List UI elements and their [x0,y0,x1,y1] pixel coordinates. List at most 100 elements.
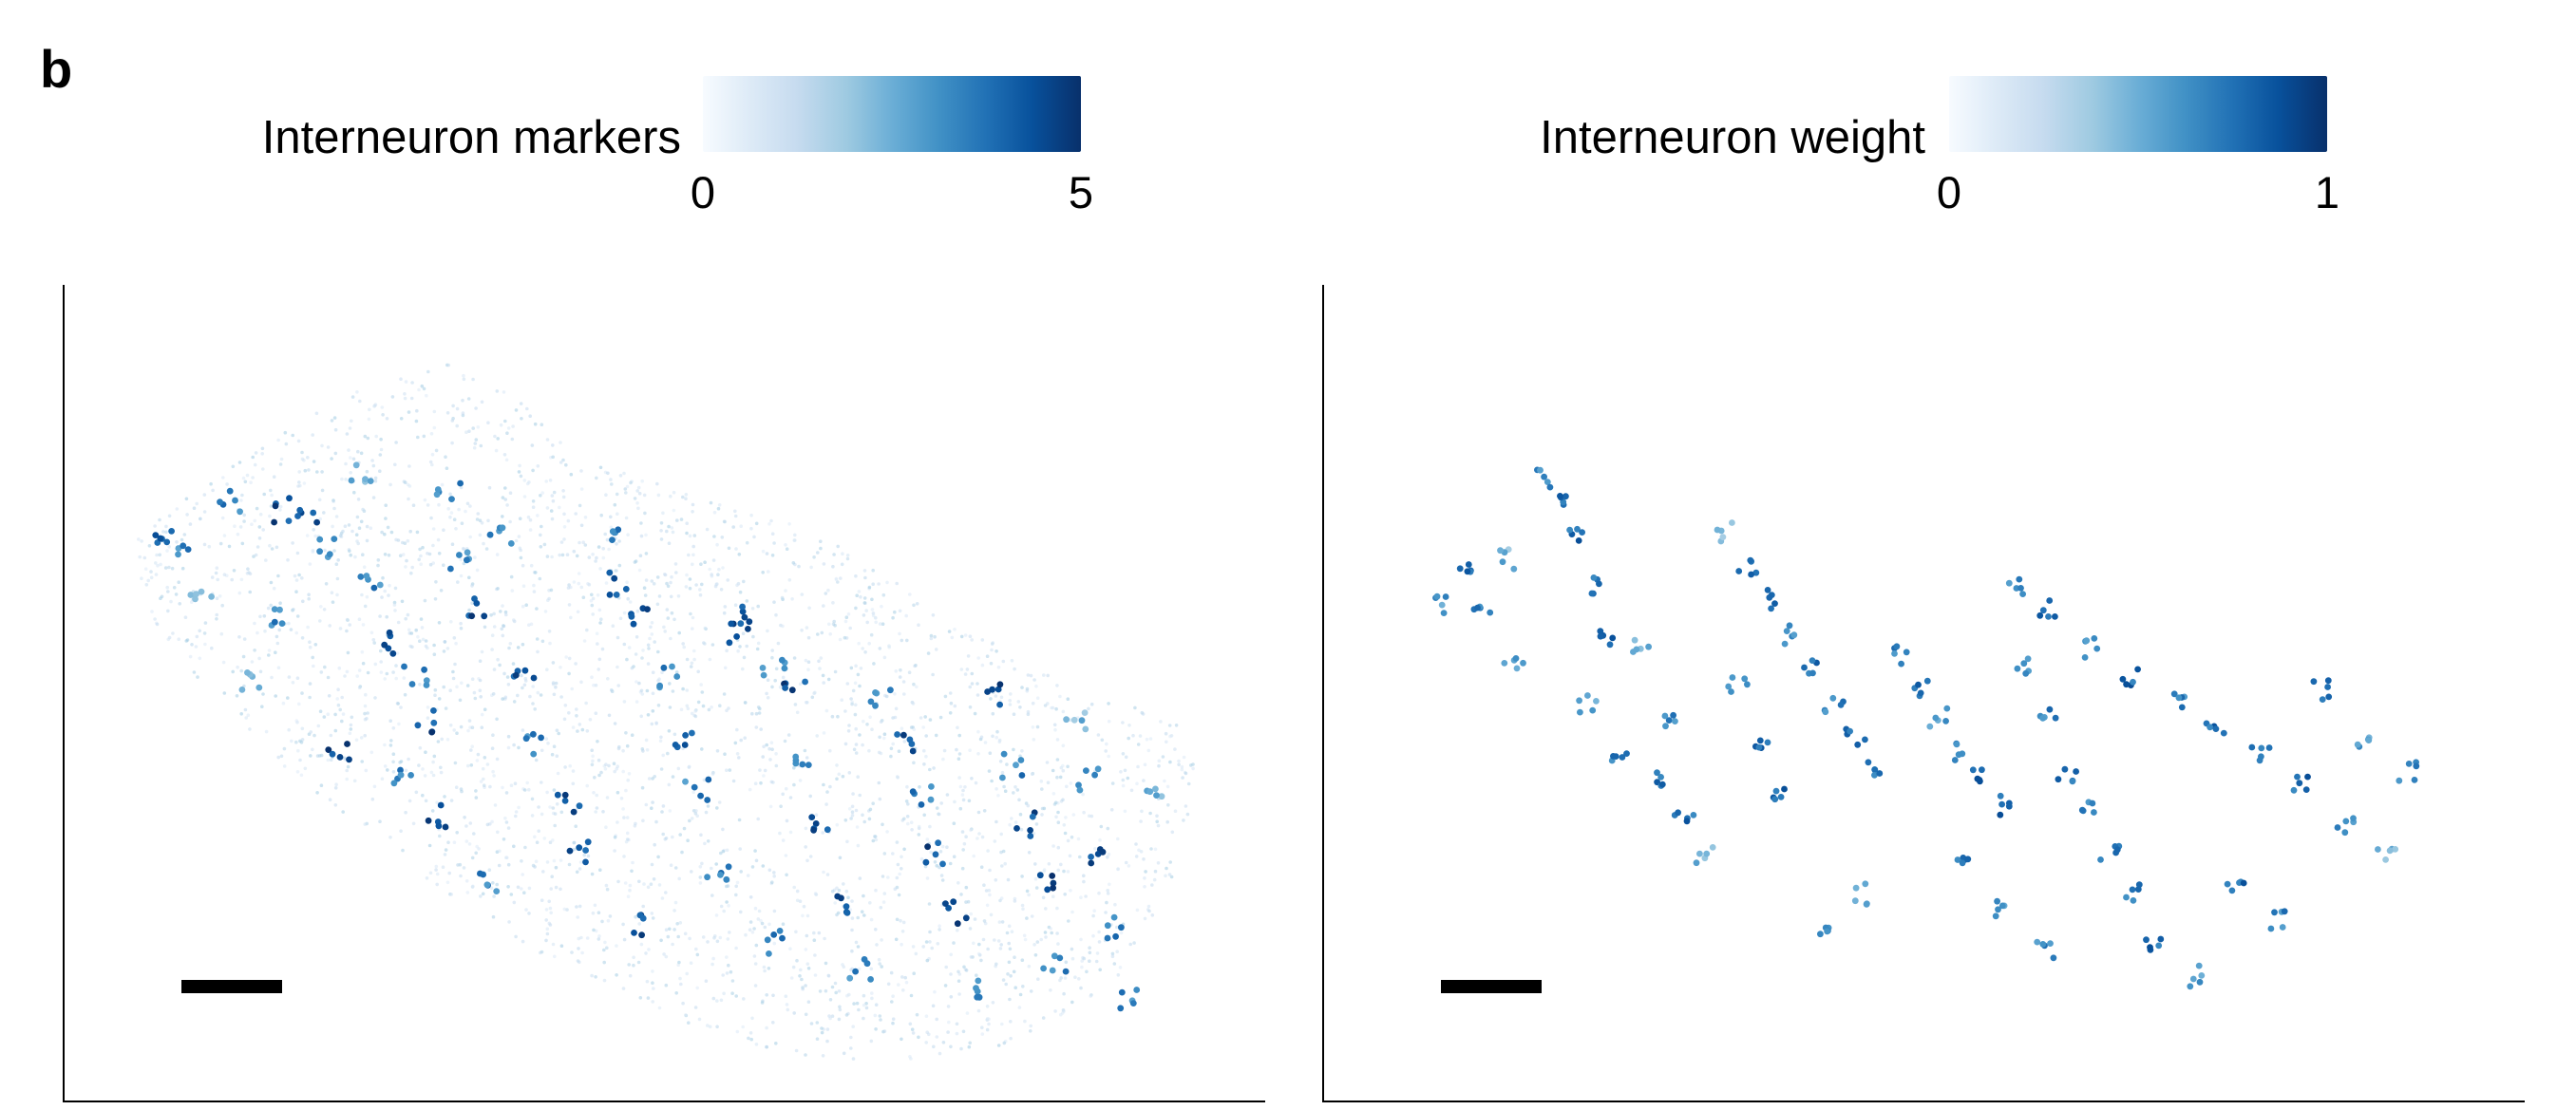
background-cell [322,511,326,515]
background-cell [1097,940,1102,944]
background-cell [578,960,581,965]
background-cell [602,978,607,983]
background-cell [380,405,385,409]
background-cell [651,1000,654,1004]
background-cell [403,692,407,697]
background-cell [575,707,578,711]
background-cell [361,553,365,556]
weight-point [2240,879,2247,887]
marker-point [697,792,704,800]
right-plot-y-axis [1322,285,1324,1101]
background-cell [728,931,731,934]
background-cell [680,850,684,855]
background-cell [882,1029,887,1033]
background-cell [783,739,787,743]
background-cell [474,438,479,442]
background-cell [628,888,632,893]
background-cell [329,758,333,762]
background-cell [464,824,468,828]
left-plot-x-axis [63,1101,1265,1102]
background-cell [752,954,757,958]
background-cell [426,706,430,709]
background-cell [300,691,304,695]
background-cell [727,706,730,710]
background-cell [747,1036,750,1041]
background-cell [150,610,154,613]
background-cell [338,627,343,630]
background-cell [605,887,610,892]
background-cell [961,1029,966,1034]
background-cell [828,632,832,636]
background-cell [854,743,859,746]
background-cell [552,490,557,495]
background-cell [303,766,308,771]
background-cell [420,384,425,388]
background-cell [1001,849,1006,854]
background-cell [446,840,450,844]
background-cell [788,830,793,835]
background-cell [547,596,551,601]
weight-point [1915,681,1922,688]
background-cell [1137,848,1141,853]
background-cell [833,981,838,986]
background-cell [551,455,555,460]
background-cell [1091,913,1095,918]
background-cell [1134,855,1139,858]
background-cell [289,628,294,631]
background-cell [1070,956,1075,961]
background-cell [1163,779,1166,783]
background-cell [750,607,755,611]
marker-point [843,909,851,916]
background-cell [1023,937,1028,942]
background-cell [699,683,703,687]
background-cell [928,767,932,772]
background-cell [757,711,762,715]
weight-point [2130,897,2137,904]
weight-point [1871,766,1879,774]
background-cell [915,685,919,689]
background-cell [264,558,268,562]
background-cell [331,600,335,604]
background-cell [602,948,606,952]
background-cell [437,621,442,625]
background-cell [216,577,219,582]
background-cell [846,729,851,733]
weight-point [2039,941,2047,948]
background-cell [171,631,175,635]
background-cell [426,369,430,374]
background-cell [1045,761,1050,764]
background-cell [895,775,900,779]
marker-point [561,791,569,799]
background-cell [533,422,538,426]
background-cell [1000,1022,1004,1026]
weight-point [1992,912,1999,920]
background-cell [869,1039,874,1044]
weight-point [2290,786,2298,794]
background-cell [690,711,694,716]
background-cell [388,836,392,839]
background-cell [774,667,779,671]
background-cell [464,430,468,435]
marker-point [682,778,689,785]
background-cell [891,852,895,856]
background-cell [577,581,581,586]
background-cell [354,738,359,743]
background-cell [659,537,664,541]
background-cell [418,547,422,552]
background-cell [1115,925,1119,930]
background-cell [341,712,346,716]
background-cell [1143,885,1146,889]
background-cell [349,727,353,731]
marker-point [530,674,538,682]
background-cell [881,593,886,597]
background-cell [845,993,849,998]
background-cell [432,409,437,414]
background-cell [641,749,645,753]
background-cell [460,521,464,525]
background-cell [691,502,695,507]
background-cell [730,991,734,995]
background-cell [630,666,635,670]
background-cell [667,541,672,545]
background-cell [859,594,862,599]
background-cell [941,757,945,762]
